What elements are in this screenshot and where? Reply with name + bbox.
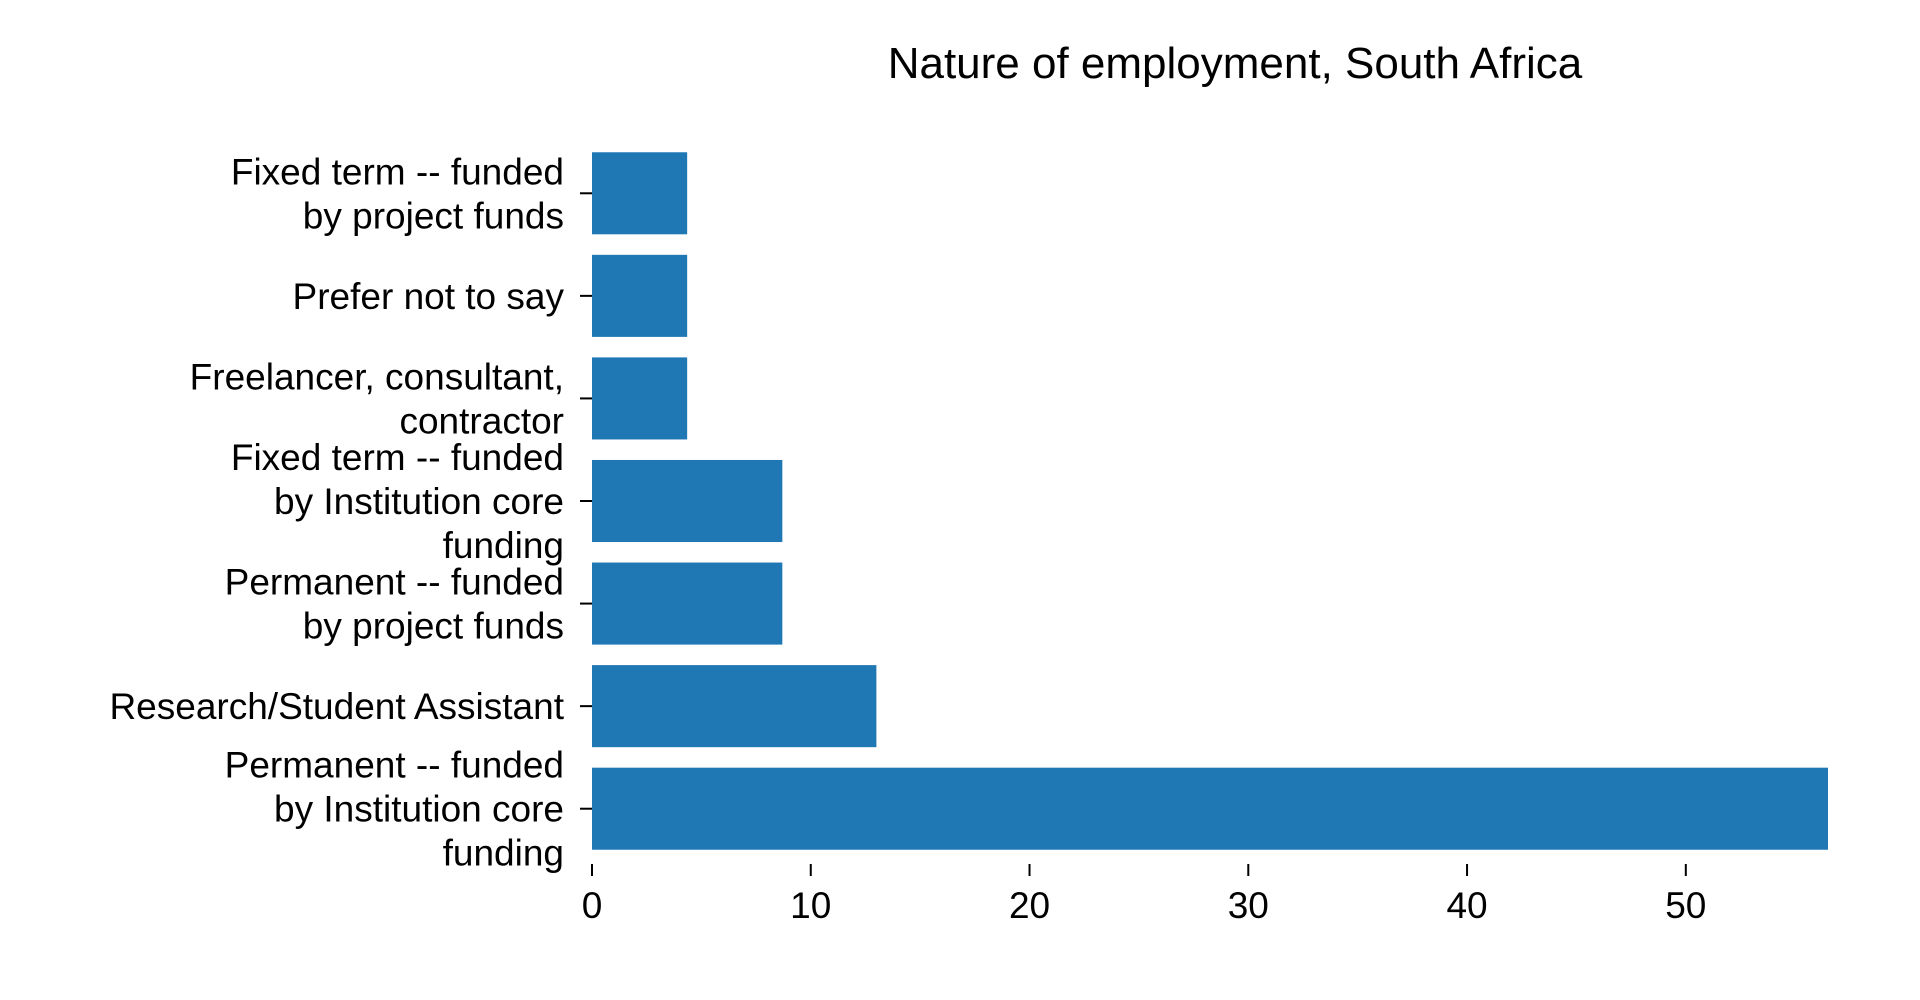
y-tick-label-line: contractor xyxy=(399,400,564,441)
y-tick-label-line: by Institution core xyxy=(274,789,564,830)
x-tick-label-4: 40 xyxy=(1446,885,1487,926)
y-axis: Permanent -- funded by Institution core fu… xyxy=(109,151,592,874)
y-tick-label-line: by project funds xyxy=(303,606,564,647)
x-tick-label-0: 0 xyxy=(582,885,603,926)
y-tick-label-5: Prefer not to say xyxy=(293,276,565,317)
y-tick-label-0: Permanent -- funded by Institution core fu… xyxy=(225,745,564,874)
bar-1 xyxy=(592,665,877,748)
bar-5 xyxy=(592,254,688,337)
y-tick-label-line: by project funds xyxy=(303,195,564,236)
y-tick-label-line: Research/Student Assistant xyxy=(109,686,564,727)
chart-title: Nature of employment, South Africa xyxy=(888,39,1583,88)
y-tick-label-line: Freelancer, consultant, xyxy=(190,356,564,397)
y-tick-label-line: funding xyxy=(443,525,564,566)
y-tick-label-2: Permanent -- funded by project funds xyxy=(225,562,564,647)
y-tick-label-1: Research/Student Assistant xyxy=(109,686,564,727)
x-tick-label-2: 20 xyxy=(1009,885,1050,926)
bar-3 xyxy=(592,459,783,543)
bar-2 xyxy=(592,562,783,645)
y-tick-label-line: by Institution core xyxy=(274,481,564,522)
y-tick-label-line: Permanent -- funded xyxy=(225,562,564,603)
x-axis: 0 10 20 30 40 50 xyxy=(582,864,1706,926)
x-tick-label-5: 50 xyxy=(1665,885,1706,926)
bar-6 xyxy=(592,152,688,235)
x-tick-label-1: 10 xyxy=(790,885,831,926)
y-tick-label-line: Fixed term -- funded xyxy=(231,151,564,192)
bar-0 xyxy=(592,767,1828,850)
y-tick-label-line: Prefer not to say xyxy=(293,276,565,317)
y-tick-label-line: funding xyxy=(443,833,564,874)
x-tick-label-3: 30 xyxy=(1228,885,1269,926)
bar-4 xyxy=(592,357,688,440)
y-tick-label-6: Fixed term -- funded by project funds xyxy=(231,151,564,236)
y-tick-label-3: Fixed term -- funded by Institution core f… xyxy=(231,437,564,566)
bars xyxy=(592,152,1828,850)
y-tick-label-4: Freelancer, consultant, contractor xyxy=(190,356,564,441)
y-tick-label-line: Permanent -- funded xyxy=(225,745,564,786)
y-tick-label-line: Fixed term -- funded xyxy=(231,437,564,478)
